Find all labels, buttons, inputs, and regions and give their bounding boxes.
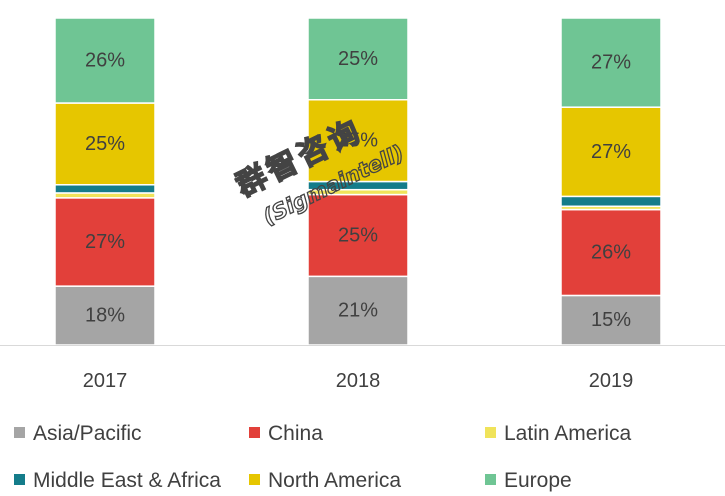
legend-swatch-latin-america: [485, 427, 496, 438]
category-label-2018: 2018: [336, 370, 381, 392]
data-label: 27%: [591, 52, 631, 74]
data-label: 15%: [591, 309, 631, 331]
data-label: 25%: [338, 224, 378, 246]
legend-label: Europe: [504, 469, 572, 492]
legend-swatch-north-america: [249, 474, 260, 485]
category-label-2017: 2017: [83, 370, 128, 392]
legend-label: Latin America: [504, 422, 632, 445]
legend-label: China: [268, 422, 323, 445]
legend-label: Asia/Pacific: [33, 422, 142, 445]
data-label: 27%: [85, 231, 125, 253]
legend-swatch-middle-east-africa: [14, 474, 25, 485]
legend-label: Middle East & Africa: [33, 469, 221, 492]
category-labels: 2017 2018 2019: [83, 370, 634, 392]
data-label: 25%: [85, 133, 125, 155]
legend-swatch-europe: [485, 474, 496, 485]
data-label: 25%: [338, 48, 378, 70]
legend: Asia/Pacific China Latin America Middle Eas…: [14, 422, 632, 492]
bar-segment-2017-middle-east-africa: [55, 185, 155, 193]
legend-swatch-asia-pacific: [14, 427, 25, 438]
data-label: 26%: [85, 50, 125, 72]
category-label-2019: 2019: [589, 370, 634, 392]
data-label: 21%: [338, 300, 378, 322]
data-label: 18%: [85, 305, 125, 327]
data-label: 27%: [591, 141, 631, 163]
legend-label: North America: [268, 469, 401, 492]
stacked-bar-chart: 18%27%25%26%21%25%25%25%15%26%27%27% 201…: [0, 0, 725, 496]
bar-segment-2019-middle-east-africa: [561, 196, 661, 206]
legend-swatch-china: [249, 427, 260, 438]
data-label: 26%: [591, 242, 631, 264]
